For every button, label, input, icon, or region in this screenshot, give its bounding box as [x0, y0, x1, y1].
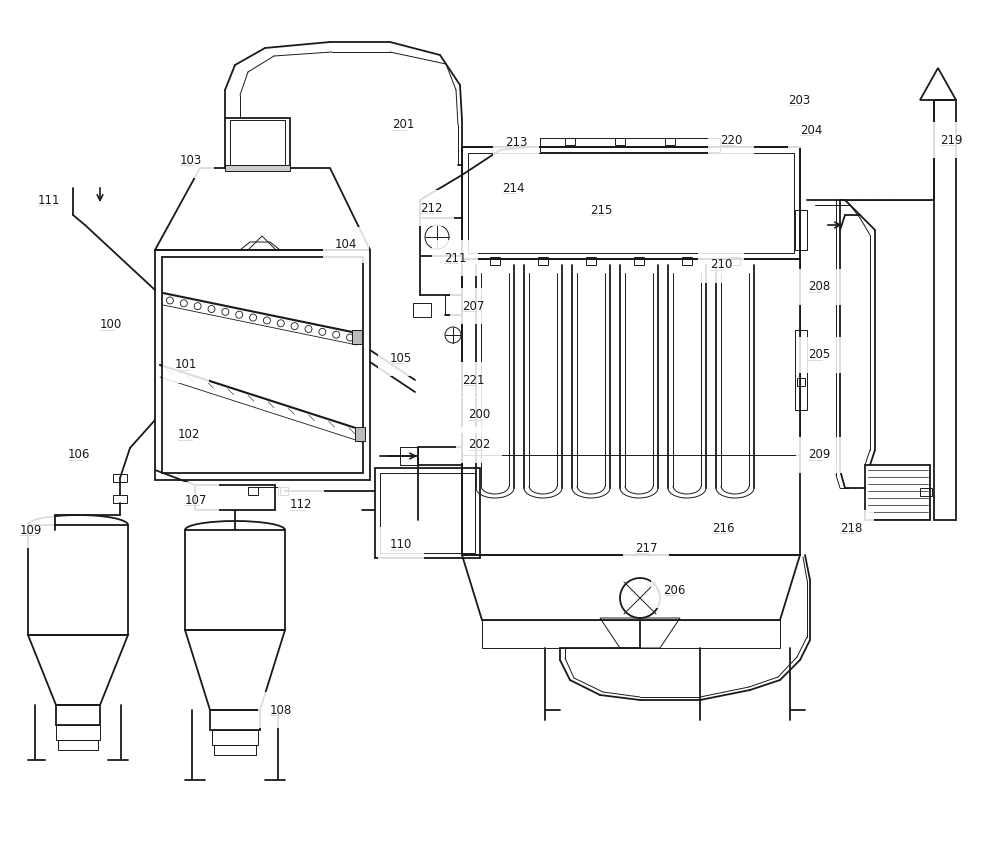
Bar	[934, 100, 956, 520]
Bar	[538, 257, 548, 265]
Text: 106: 106	[68, 449, 90, 461]
Bar	[586, 257, 596, 265]
Bar	[730, 257, 740, 265]
Bar	[565, 138, 575, 145]
Text: 100: 100	[100, 319, 122, 331]
Bar	[195, 485, 275, 510]
Text: 206: 206	[663, 584, 685, 597]
Text: 212: 212	[420, 201, 442, 214]
Bar	[482, 620, 780, 648]
Text: 207: 207	[462, 300, 484, 313]
Text: 101: 101	[175, 358, 197, 371]
Bar	[490, 257, 500, 265]
Bar	[212, 730, 258, 745]
Bar	[468, 153, 794, 253]
Text: 200: 200	[468, 408, 490, 422]
Bar	[278, 487, 288, 495]
Text: 107: 107	[185, 493, 207, 506]
Text: 220: 220	[720, 133, 742, 146]
Bar	[920, 488, 932, 496]
Bar	[56, 705, 100, 725]
Bar	[445, 295, 462, 315]
Bar	[400, 447, 418, 465]
Bar	[225, 118, 290, 168]
Bar	[615, 138, 625, 145]
Text: 112: 112	[290, 499, 312, 511]
Bar	[352, 330, 362, 344]
Text: 111: 111	[38, 194, 60, 207]
Bar	[214, 745, 256, 755]
Bar	[665, 138, 675, 145]
Bar	[462, 147, 800, 259]
Text: 209: 209	[808, 449, 830, 461]
Bar	[56, 725, 100, 740]
Text: 103: 103	[180, 153, 202, 166]
Bar	[375, 468, 480, 558]
Bar	[462, 259, 800, 455]
Text: 208: 208	[808, 281, 830, 294]
Bar	[795, 210, 807, 250]
Text: 217: 217	[635, 542, 658, 554]
Bar	[865, 465, 930, 520]
Bar	[682, 257, 692, 265]
Bar	[225, 165, 290, 171]
Text: 215: 215	[590, 203, 612, 216]
Text: 216: 216	[712, 522, 734, 535]
Bar	[280, 487, 288, 495]
Bar	[113, 495, 127, 503]
Bar	[795, 330, 807, 410]
Text: 221: 221	[462, 374, 484, 387]
Text: 210: 210	[710, 258, 732, 271]
Bar	[413, 303, 431, 317]
Bar	[418, 447, 462, 465]
Text: 109: 109	[20, 523, 42, 536]
Bar	[113, 474, 127, 482]
Bar	[58, 740, 98, 750]
Bar	[634, 257, 644, 265]
Bar	[162, 257, 363, 473]
Bar	[420, 218, 462, 256]
Bar	[248, 487, 258, 495]
Bar	[355, 427, 365, 441]
Text: 102: 102	[178, 429, 200, 442]
Text: 202: 202	[468, 438, 490, 451]
Bar	[230, 120, 285, 166]
Bar	[28, 525, 128, 635]
Text: 219: 219	[940, 133, 962, 146]
Text: 203: 203	[788, 94, 810, 107]
Bar	[155, 250, 370, 480]
Text: 201: 201	[392, 119, 414, 132]
Text: 205: 205	[808, 349, 830, 362]
Bar	[797, 378, 805, 386]
Text: 108: 108	[270, 703, 292, 716]
Text: 214: 214	[502, 182, 524, 195]
Text: 104: 104	[335, 238, 357, 251]
Bar	[540, 138, 720, 152]
Text: 211: 211	[444, 251, 466, 264]
Bar	[462, 147, 800, 555]
Text: 110: 110	[390, 538, 412, 552]
Text: 105: 105	[390, 351, 412, 364]
Bar	[185, 530, 285, 630]
Bar	[380, 473, 475, 553]
Text: 204: 204	[800, 123, 822, 137]
Text: 213: 213	[505, 137, 527, 150]
Text: 218: 218	[840, 522, 862, 535]
Bar	[210, 710, 260, 730]
